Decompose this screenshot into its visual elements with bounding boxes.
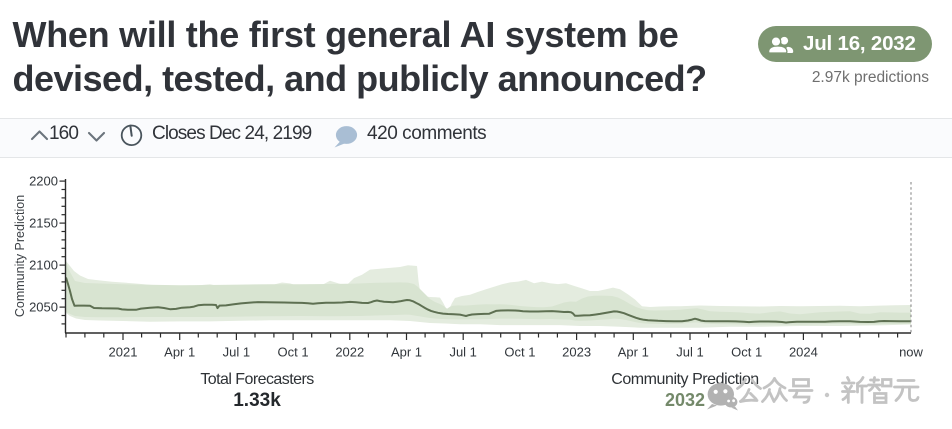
svg-text:Apr 1: Apr 1 [618,345,649,360]
svg-text:2100: 2100 [29,258,58,273]
svg-text:Oct 1: Oct 1 [731,345,762,360]
svg-text:Jul 1: Jul 1 [223,345,250,360]
svg-text:2021: 2021 [109,345,138,360]
svg-text:now: now [899,345,923,360]
svg-text:Oct 1: Oct 1 [504,345,535,360]
svg-text:2200: 2200 [29,174,58,189]
svg-text:Jul 1: Jul 1 [676,345,703,360]
svg-text:2050: 2050 [29,300,58,315]
svg-text:Oct 1: Oct 1 [278,345,309,360]
svg-text:2023: 2023 [562,345,591,360]
svg-text:2022: 2022 [335,345,364,360]
svg-text:2150: 2150 [29,216,58,231]
svg-text:Apr 1: Apr 1 [391,345,422,360]
svg-text:Jul 1: Jul 1 [449,345,476,360]
svg-text:2024: 2024 [789,345,818,360]
svg-text:Community Prediction: Community Prediction [13,195,27,317]
svg-text:Apr 1: Apr 1 [164,345,195,360]
